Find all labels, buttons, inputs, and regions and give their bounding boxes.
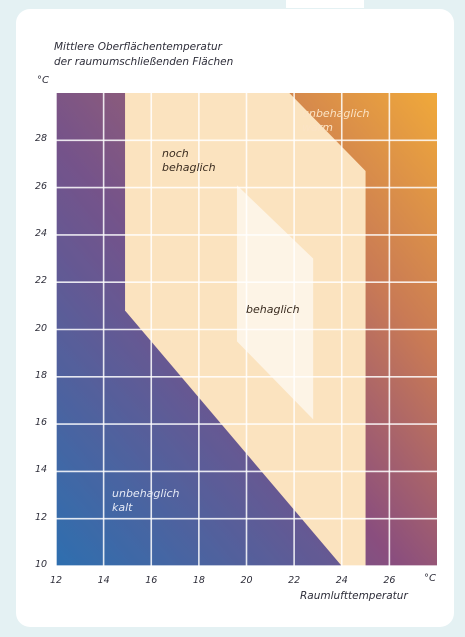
top-tab-notch <box>286 0 364 8</box>
unbehaglich-warm-label: unbehaglich warm <box>302 107 370 134</box>
x-tick-label: 26 <box>383 575 396 586</box>
unbehaglich-kalt-label: unbehaglich kalt <box>112 487 180 514</box>
x-tick-label: 20 <box>240 575 253 586</box>
x-tick-label: 12 <box>50 575 63 586</box>
x-tick-label: 16 <box>145 575 158 586</box>
noch-behaglich-label: noch behaglich <box>162 147 216 174</box>
y-tick-label: 28 <box>35 133 48 145</box>
x-tick-label: 24 <box>335 575 348 586</box>
y-tick-label: 22 <box>35 275 48 287</box>
x-tick-label: 22 <box>288 575 301 586</box>
y-tick-label: 16 <box>35 417 48 429</box>
y-tick-label: 24 <box>35 227 48 239</box>
y-tick-label: 20 <box>35 322 48 334</box>
y-tick-label: 18 <box>35 369 48 381</box>
chart-card: Mittlere Oberflächentemperatur der raumu… <box>16 9 454 627</box>
comfort-chart <box>55 93 437 567</box>
y-tick-label: 14 <box>35 464 48 476</box>
y-axis-unit: °C <box>37 75 49 86</box>
y-tick-label: 10 <box>35 559 48 570</box>
y-tick-label: 26 <box>35 180 48 192</box>
chart-title-line2: der raumumschließenden Flächen <box>54 56 234 68</box>
x-tick-label: 14 <box>97 575 110 586</box>
behaglich-label: behaglich <box>246 303 300 316</box>
cold-zone <box>56 93 342 566</box>
x-axis-label: Raumlufttemperatur <box>300 590 408 602</box>
x-axis-unit: °C <box>424 573 436 584</box>
x-tick-label: 18 <box>192 575 205 586</box>
y-tick-label: 12 <box>35 511 48 523</box>
chart-title: Mittlere Oberflächentemperatur <box>54 41 222 53</box>
